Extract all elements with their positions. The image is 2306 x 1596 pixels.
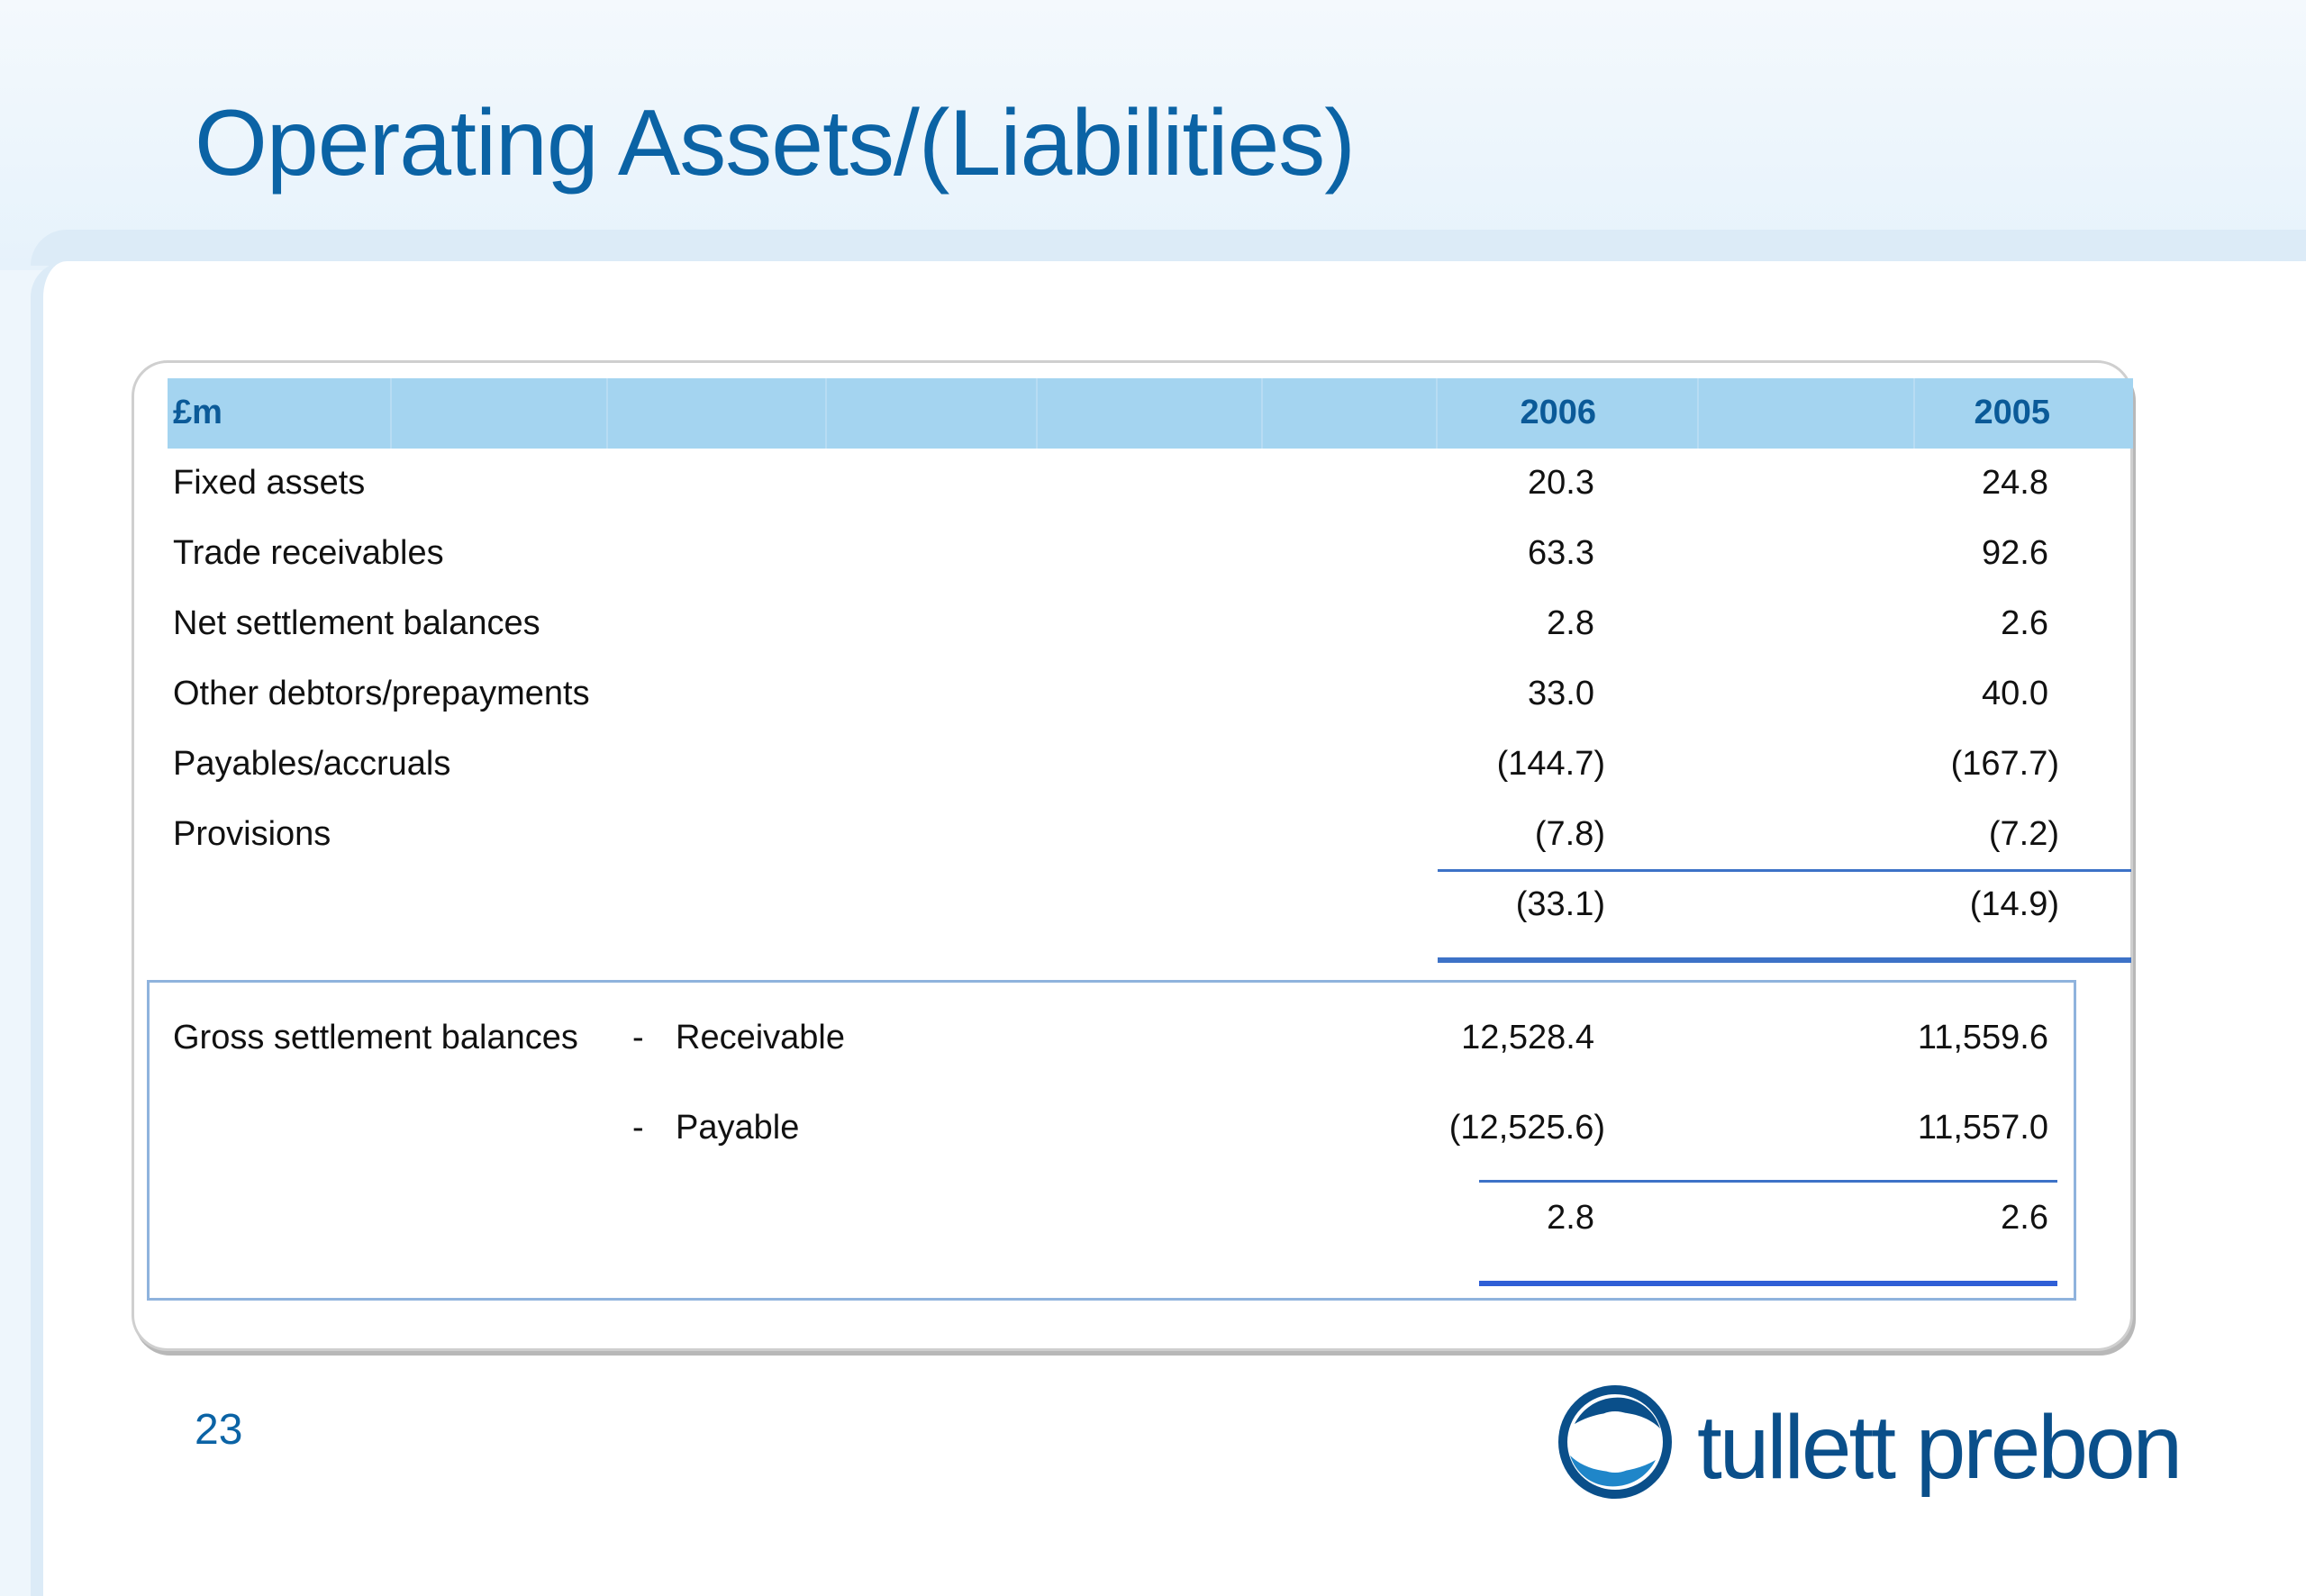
row-label-fixed-assets: Fixed assets: [173, 464, 366, 502]
company-logo-text: tullett prebon: [1697, 1397, 2183, 1498]
row-label-payables-accruals: Payables/accruals: [173, 745, 451, 783]
header-separator: [390, 378, 392, 449]
total-2006: (33.1): [1515, 885, 1605, 923]
value-2006: 2.8: [1547, 604, 1594, 642]
receivable-2006: 12,528.4: [1461, 1019, 1594, 1056]
gross-total-rule: [1479, 1281, 2057, 1286]
row-label-provisions: Provisions: [173, 815, 331, 853]
value-2005: 2.6: [2001, 604, 2048, 642]
payable-label: Payable: [676, 1109, 800, 1147]
value-2005: (7.2): [1988, 815, 2059, 853]
value-2006: 20.3: [1528, 464, 1594, 502]
header-separator: [1913, 378, 1915, 449]
column-header-2005: 2005: [1974, 394, 2050, 431]
value-2006: 33.0: [1528, 675, 1594, 712]
header-separator: [1261, 378, 1263, 449]
table-header-band: [168, 378, 2133, 449]
top-band: [0, 0, 2306, 270]
value-2006: (7.8): [1534, 815, 1605, 853]
tullett-prebon-swirl-icon: [1558, 1385, 1672, 1499]
value-2006: (144.7): [1496, 745, 1605, 783]
page-number: 23: [195, 1406, 243, 1454]
total-double-rule: [1438, 957, 2131, 963]
gross-net-2005: 2.6: [2001, 1199, 2048, 1237]
table-card: [132, 360, 2133, 1351]
subtotal-rule: [1438, 869, 2131, 872]
row-label-trade-receivables: Trade receivables: [173, 534, 444, 572]
row-label-net-settlement-balances: Net settlement balances: [173, 604, 540, 642]
value-2006: 63.3: [1528, 534, 1594, 572]
receivable-label: Receivable: [676, 1019, 845, 1056]
payable-dash: -: [632, 1109, 644, 1147]
value-2005: 92.6: [1982, 534, 2048, 572]
receivable-2005: 11,559.6: [1917, 1019, 2048, 1056]
receivable-dash: -: [632, 1019, 644, 1056]
value-2005: (167.7): [1950, 745, 2059, 783]
payable-2006: (12,525.6): [1448, 1109, 1605, 1147]
row-label-other-debtors: Other debtors/prepayments: [173, 675, 590, 712]
value-2005: 24.8: [1982, 464, 2048, 502]
gross-subtotal-rule: [1479, 1180, 2057, 1183]
header-separator: [825, 378, 827, 449]
gross-settlement-box: [147, 980, 2076, 1301]
total-2005: (14.9): [1969, 885, 2059, 923]
unit-label: £m: [173, 394, 222, 431]
header-separator: [1036, 378, 1038, 449]
payable-2005: 11,557.0: [1917, 1109, 2048, 1147]
gross-settlement-label: Gross settlement balances: [173, 1019, 578, 1056]
slide-title: Operating Assets/(Liabilities): [195, 91, 1356, 195]
gross-net-2006: 2.8: [1547, 1199, 1594, 1237]
column-header-2006: 2006: [1520, 394, 1596, 431]
top-band-edge: [31, 230, 2306, 266]
value-2005: 40.0: [1982, 675, 2048, 712]
header-separator: [1436, 378, 1438, 449]
header-separator: [606, 378, 608, 449]
header-separator: [1697, 378, 1699, 449]
